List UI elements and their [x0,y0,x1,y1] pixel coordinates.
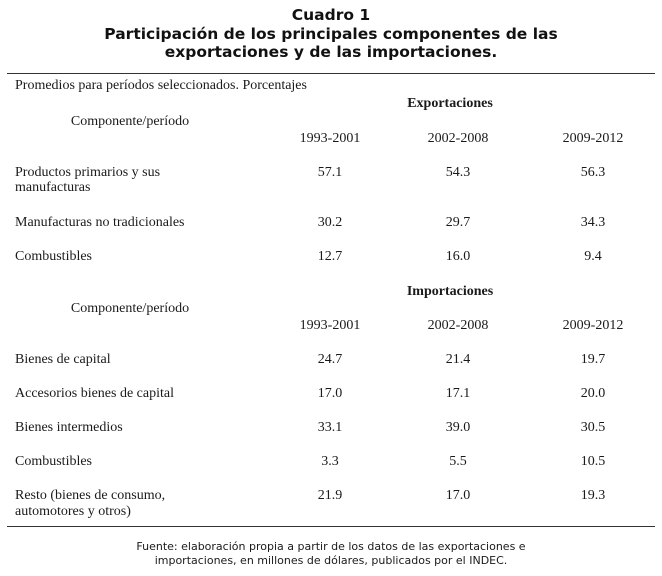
exportaciones-row-header: Componente/período [70,114,190,129]
row-label-productos-primarios: Productos primarios y sus [15,165,161,180]
source-footnote-line-2: importaciones, en millones de dólares, p… [154,554,508,567]
cell-value: 56.3 [580,165,606,180]
exportaciones-period-3: 2009-2012 [562,131,624,146]
cell-value: 30.5 [580,420,606,435]
table-number: Cuadro 1 [291,6,371,24]
cell-value: 21.4 [445,352,471,367]
table-title-line-2: exportaciones y de las importaciones. [164,43,498,61]
row-label-combustibles-exp: Combustibles [15,249,93,264]
importaciones-period-1: 1993-2001 [299,318,361,333]
table-title-line-1: Participación de los principales compone… [104,25,558,43]
cell-value: 21.9 [317,488,343,503]
cell-value: 24.7 [317,352,343,367]
row-label-combustibles-imp: Combustibles [15,454,93,469]
importaciones-period-2: 2002-2008 [427,318,489,333]
cell-value: 12.7 [317,249,343,264]
cell-value: 5.5 [449,454,467,469]
row-label-bienes-capital: Bienes de capital [15,352,111,367]
row-label-accesorios: Accesorios bienes de capital [15,386,174,401]
row-label-resto: Resto (bienes de consumo, [15,488,166,503]
cell-value: 17.1 [445,386,471,401]
cell-value: 20.0 [580,386,606,401]
cell-value: 17.0 [445,488,471,503]
cell-value: 3.3 [321,454,339,469]
importaciones-row-header: Componente/período [70,301,190,316]
cell-value: 10.5 [580,454,606,469]
cell-value: 19.7 [580,352,606,367]
row-label-bienes-intermedios: Bienes intermedios [15,420,123,435]
source-footnote-line-1: Fuente: elaboración propia a partir de l… [136,540,526,553]
exportaciones-period-2: 2002-2008 [427,131,489,146]
row-label-resto-cont: automotores y otros) [15,504,131,519]
importaciones-section-label: Importaciones [406,284,494,299]
top-rule [7,73,655,74]
exportaciones-period-1: 1993-2001 [299,131,361,146]
row-label-productos-primarios-cont: manufacturas [15,180,91,195]
cell-value: 57.1 [317,165,343,180]
bottom-rule [7,526,655,527]
cell-value: 17.0 [317,386,343,401]
row-label-manufacturas: Manufacturas no tradicionales [15,215,185,230]
exportaciones-section-label: Exportaciones [407,96,493,111]
cell-value: 30.2 [317,215,343,230]
cell-value: 9.4 [584,249,602,264]
cell-value: 34.3 [580,215,606,230]
cell-value: 54.3 [445,165,471,180]
cell-value: 19.3 [580,488,606,503]
table-caption: Promedios para períodos seleccionados. P… [15,78,307,93]
cell-value: 16.0 [445,249,471,264]
cell-value: 39.0 [445,420,471,435]
cell-value: 33.1 [317,420,343,435]
importaciones-period-3: 2009-2012 [562,318,624,333]
cell-value: 29.7 [445,215,471,230]
